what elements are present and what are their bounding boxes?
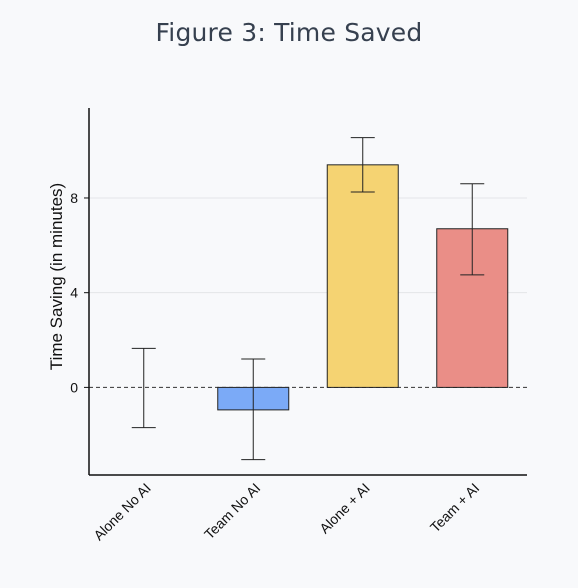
error-bar (241, 358, 266, 461)
bars-layer (217, 164, 509, 411)
x-tick-label: Alone No AI (90, 480, 154, 544)
y-tick-label: 4 (70, 285, 78, 301)
x-tick-label: Team + AI (427, 480, 483, 536)
y-tick-label: 8 (70, 190, 78, 206)
error-bar (350, 137, 375, 193)
error-bar (460, 183, 485, 276)
x-ticks: Alone No AI Team No AI Alone + AI Team + AI (90, 480, 482, 544)
y-tick-label: 0 (70, 379, 78, 395)
y-axis-label: Time Saving (in minutes) (47, 183, 66, 370)
error-bar (131, 347, 156, 429)
figure-title: Figure 3: Time Saved (155, 18, 423, 47)
error-bars-layer (131, 137, 485, 461)
y-ticks: 0 4 8 (70, 190, 89, 395)
x-tick-label: Alone + AI (316, 480, 373, 537)
x-tick-label: Team No AI (201, 480, 263, 542)
bar (326, 164, 399, 388)
